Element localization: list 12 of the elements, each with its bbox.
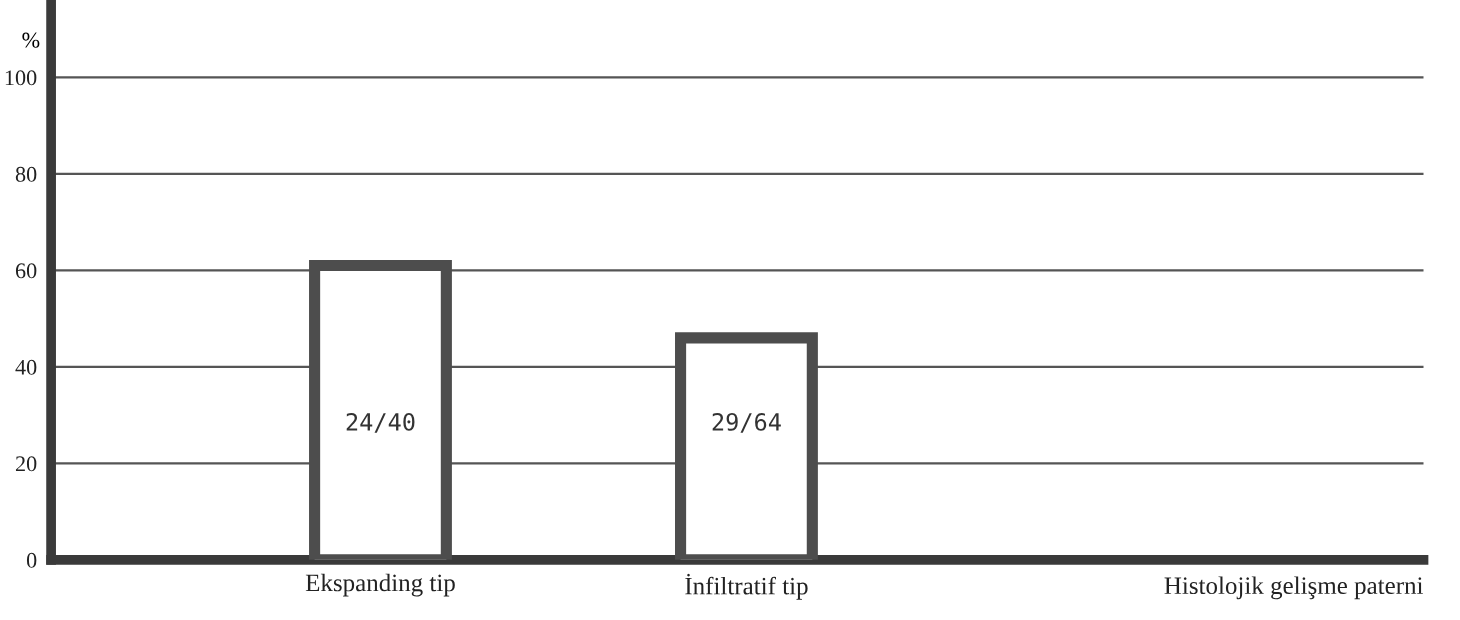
y-axis-title: % xyxy=(22,32,40,48)
data-label: 24/40 xyxy=(346,412,415,433)
y-tick-label: 60 xyxy=(15,263,37,279)
data-label: 29/64 xyxy=(712,412,781,433)
y-tick-label: 0 xyxy=(26,552,37,568)
y-tick-label: 40 xyxy=(15,359,37,375)
text: Histolojik gelişme paterni xyxy=(1164,576,1424,600)
y-tick-label: 80 xyxy=(15,166,37,182)
y-tick-label: 20 xyxy=(15,456,37,472)
x-tick-label: Ekspanding tip xyxy=(305,573,455,597)
x-tick-label: İnfiltratif tip xyxy=(685,573,808,600)
y-tick-label: 100 xyxy=(5,70,37,86)
